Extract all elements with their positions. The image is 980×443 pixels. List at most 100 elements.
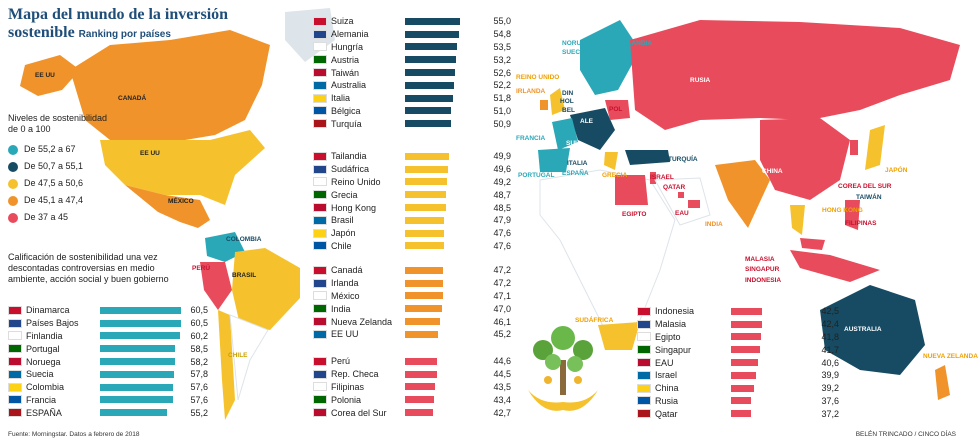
russia-shape (630, 20, 960, 130)
nz-shape (935, 365, 950, 400)
value-bar (405, 69, 455, 77)
legend-title: Niveles de sostenibilidad de 0 a 100 (8, 113, 108, 134)
turkey-shape (625, 150, 670, 165)
value-bar (405, 204, 446, 212)
value-bar (405, 178, 448, 186)
chile-shape (218, 310, 235, 420)
map-label-hol: HOL (560, 98, 574, 105)
country-name: Austria (331, 54, 360, 65)
ranking-row: Singapur 41,7 (637, 343, 841, 356)
ranking-row: Perú 44,6 (313, 355, 513, 368)
value-label: 43,4 (493, 394, 511, 405)
value-bar (405, 305, 443, 313)
ranking-navy: Suiza 55,0 Alemania 54,8 Hungría 53,5 Austria 5… (313, 15, 513, 130)
legend-item: De 50,7 a 55,1 (8, 158, 118, 175)
flag-icon (637, 332, 651, 342)
map-label-peru: PERÚ (192, 265, 211, 272)
value-label: 37,2 (821, 408, 839, 419)
ranking-row: Finlandia 60,2 (8, 330, 210, 343)
value-bar (100, 383, 173, 391)
value-label: 49,2 (493, 176, 511, 187)
value-label: 47,1 (493, 290, 511, 301)
value-bar (405, 318, 441, 326)
ranking-row: Rep. Checa 44,5 (313, 368, 513, 381)
value-bar (731, 371, 756, 379)
ranking-yellow: Tailandia 49,9 Sudáfrica 49,6 Reino Unido 49,… (313, 150, 513, 252)
flag-icon (8, 318, 22, 328)
country-name: Rusia (655, 395, 679, 406)
map-label-suecia: SUECIA (562, 49, 587, 56)
map-label-corea: COREA DEL SUR (838, 183, 892, 190)
ranking-row: Malasia 42,4 (637, 318, 841, 331)
value-bar (405, 330, 439, 338)
korea-shape (850, 140, 858, 155)
flag-icon (313, 382, 327, 392)
value-label: 57,6 (190, 394, 208, 405)
alaska-shape (20, 55, 80, 96)
ranking-row: Brasil 47,9 (313, 214, 513, 227)
flag-icon (313, 408, 327, 418)
map-label-brasil: BRASIL (232, 272, 257, 279)
legend-item: De 47,5 a 50,6 (8, 175, 118, 192)
legend-dot (8, 195, 18, 206)
flag-icon (313, 29, 327, 39)
value-label: 47,0 (493, 303, 511, 314)
southam-other (229, 314, 269, 401)
legend-label: De 45,1 a 47,4 (24, 195, 84, 205)
brasil-shape (232, 248, 300, 330)
map-label-din: DIN (562, 90, 574, 97)
value-label: 50,9 (493, 118, 511, 129)
value-label: 39,2 (821, 383, 839, 394)
country-name: EE UU (331, 329, 359, 340)
ranking-row: Noruega 58,2 (8, 355, 210, 368)
flag-icon (313, 317, 327, 327)
nordic-shape (580, 20, 640, 95)
map-label-malasia: MALASIA (745, 256, 775, 263)
map-label-sudafrica: SUDÁFRICA (575, 317, 614, 324)
ranking-row: Colombia 57,6 (8, 381, 210, 394)
country-name: Francia (26, 394, 57, 405)
australia-shape (820, 285, 925, 375)
flag-icon (313, 106, 327, 116)
central-eu-shape (570, 108, 615, 150)
ranking-row: Suecia 57,8 (8, 368, 210, 381)
value-label: 51,0 (493, 105, 511, 116)
value-label: 47,2 (493, 278, 511, 289)
ranking-row: India 47,0 (313, 302, 513, 315)
map-label-reino_unido: REINO UNIDO (516, 74, 560, 81)
map-label-indonesia: INDONESIA (745, 277, 782, 284)
country-name: Grecia (331, 189, 358, 200)
country-name: Filipinas (331, 381, 365, 392)
country-name: México (331, 290, 360, 301)
flag-icon (313, 177, 327, 187)
flag-icon (8, 344, 22, 354)
ranking-row: Taiwán 52,6 (313, 66, 513, 79)
ranking-red2: Indonesia 42,5 Malasia 42,4 Egipto 41,8 Singap… (637, 305, 841, 420)
ranking-row: Sudáfrica 49,6 (313, 163, 513, 176)
credit: BELÉN TRINCADO / CINCO DÍAS (855, 431, 956, 438)
flag-icon (313, 68, 327, 78)
value-bar (731, 320, 763, 328)
southafrica-shape (598, 322, 640, 350)
value-label: 60,2 (190, 330, 208, 341)
flag-icon (8, 369, 22, 379)
country-name: Finlandia (26, 330, 63, 341)
ranking-row: Australia 52,2 (313, 79, 513, 92)
arabia-shape (654, 177, 711, 226)
ranking-row: Indonesia 42,5 (637, 305, 841, 318)
flag-icon (637, 383, 651, 393)
map-label-irlanda: IRLANDA (516, 88, 546, 95)
ranking-row: EE UU 45,2 (313, 328, 513, 341)
value-label: 45,2 (493, 329, 511, 340)
ranking-row: Tailandia 49,9 (313, 150, 513, 163)
country-name: Singapur (655, 344, 692, 355)
ranking-orange: Canadá 47,2 Irlanda 47,2 México 47,1 India 47,0… (313, 264, 513, 341)
country-name: Irlanda (331, 278, 359, 289)
ranking-row: Israel 39,9 (637, 369, 841, 382)
ranking-row: Nueva Zelanda 46,1 (313, 315, 513, 328)
legend-label: De 50,7 a 55,1 (24, 161, 84, 171)
country-name: Países Bajos (26, 318, 79, 329)
value-label: 39,9 (821, 370, 839, 381)
flag-icon (637, 370, 651, 380)
qatar-shape (678, 192, 684, 198)
